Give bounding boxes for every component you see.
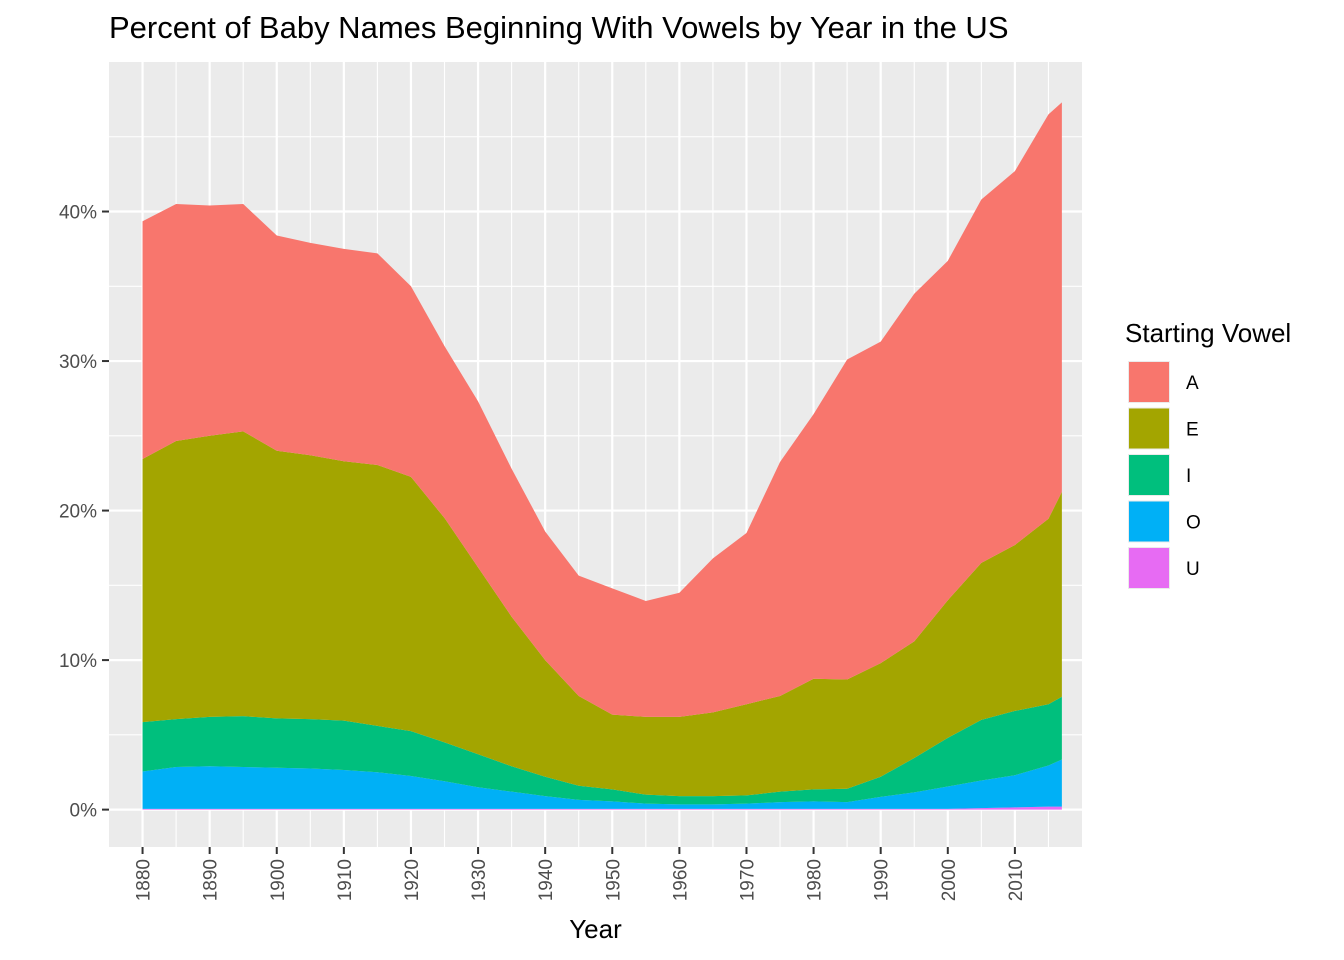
x-tick-label: 2010 [1006,859,1027,901]
area-series-o [142,759,1062,809]
legend-label-o: O [1186,513,1201,534]
legend-swatch-a [1129,362,1169,402]
legend-swatch-u [1129,548,1169,588]
x-tick-label: 1990 [872,859,893,901]
legend-swatch-i [1129,455,1169,495]
x-tick-label: 1930 [469,859,490,901]
y-tick-label: 20% [59,502,97,523]
x-tick-label: 1900 [268,859,289,901]
legend-label-u: U [1186,559,1200,580]
area-series-i [142,696,1062,805]
y-tick-label: 30% [59,352,97,373]
legend-label-e: E [1186,420,1199,441]
x-axis: 1880 1890 1900 1910 1920 1930 1940 1950 1960 1970… [134,847,1027,901]
x-tick-label: 1880 [134,859,155,901]
stacked-areas [142,102,1062,810]
legend-swatch-e [1129,408,1169,449]
chart-title: Percent of Baby Names Beginning With Vow… [109,10,1009,45]
x-tick-label: 1890 [201,859,222,901]
x-tick-label: 1950 [603,859,624,901]
y-axis: 0% 10% 20% 30% 40% [59,203,109,822]
area-series-a [142,102,1062,717]
y-tick-label: 10% [59,651,97,672]
x-axis-title: Year [569,914,622,944]
x-tick-label: 1940 [536,859,557,901]
legend-label-i: I [1186,466,1191,487]
legend-swatch-o [1129,501,1169,542]
x-tick-label: 1960 [670,859,691,901]
legend-title: Starting Vowel [1125,318,1291,348]
area-series-u [142,806,1062,810]
y-tick-label: 40% [59,203,97,224]
area-series-e [142,431,1062,797]
x-tick-label: 1910 [335,859,356,901]
x-tick-label: 1980 [805,859,826,901]
y-tick-label: 0% [70,801,98,822]
x-tick-label: 2000 [939,859,960,901]
legend-label-a: A [1186,373,1199,394]
x-tick-label: 1920 [402,859,423,901]
legend: Starting Vowel A E I O U [1125,318,1291,591]
x-tick-label: 1970 [737,859,758,901]
